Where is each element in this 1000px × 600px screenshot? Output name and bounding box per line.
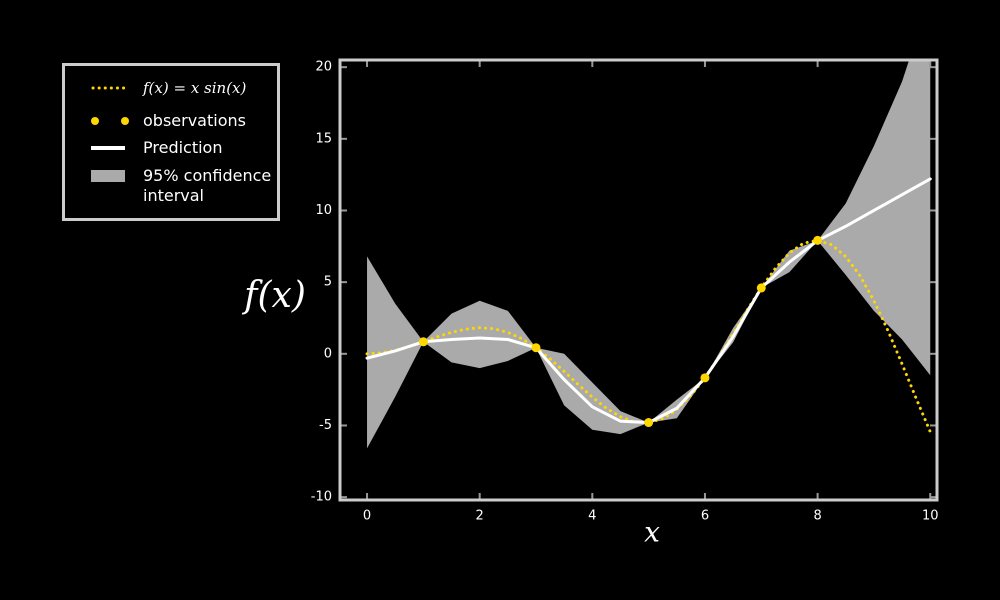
legend-item: 95% confidence interval xyxy=(65,166,273,206)
plot-frame xyxy=(338,58,939,502)
x-tick-label: 2 xyxy=(476,509,484,524)
observation xyxy=(813,235,823,245)
y-tick-label: 20 xyxy=(315,60,332,75)
swatch-rect xyxy=(91,170,125,182)
function-line xyxy=(365,238,932,434)
x-tick-label: 8 xyxy=(813,509,821,524)
y-tick-label: 0 xyxy=(324,346,332,361)
x-tick-label: 10 xyxy=(922,509,939,524)
y-axis-label: f(x) xyxy=(241,275,306,316)
legend-swatch xyxy=(91,146,125,150)
legend: f(x) = x sin(x) observations Prediction 95%… xyxy=(62,63,280,221)
y-tick-label: 5 xyxy=(324,275,332,290)
legend-label: Prediction xyxy=(143,138,223,157)
swatch-dot xyxy=(91,117,99,125)
observation xyxy=(756,283,766,293)
x-axis-label: x xyxy=(644,516,660,549)
legend-label: f(x) = x sin(x) xyxy=(143,79,247,97)
legend-item: Prediction xyxy=(65,138,273,158)
observation xyxy=(644,418,654,428)
y-tick-label: -10 xyxy=(311,490,332,505)
x-tick-label: 0 xyxy=(363,509,371,524)
observation xyxy=(418,337,428,347)
observation xyxy=(700,373,710,383)
legend-swatch xyxy=(91,86,131,90)
confidence-band xyxy=(367,60,931,449)
x-tick-label: 4 xyxy=(588,509,596,524)
x-tick-label: 6 xyxy=(701,509,709,524)
legend-item: observations xyxy=(65,111,273,131)
swatch-dot xyxy=(121,117,129,125)
legend-swatch xyxy=(91,117,129,125)
plot-area xyxy=(365,60,932,449)
observation xyxy=(531,343,541,353)
legend-item: f(x) = x sin(x) xyxy=(65,78,273,98)
legend-label: 95% confidence interval xyxy=(143,166,272,205)
legend-swatch xyxy=(91,170,125,182)
y-tick-label: 15 xyxy=(315,131,332,146)
y-tick-label: 10 xyxy=(315,203,332,218)
y-tick-label: -5 xyxy=(319,418,332,433)
legend-label: observations xyxy=(143,111,246,130)
